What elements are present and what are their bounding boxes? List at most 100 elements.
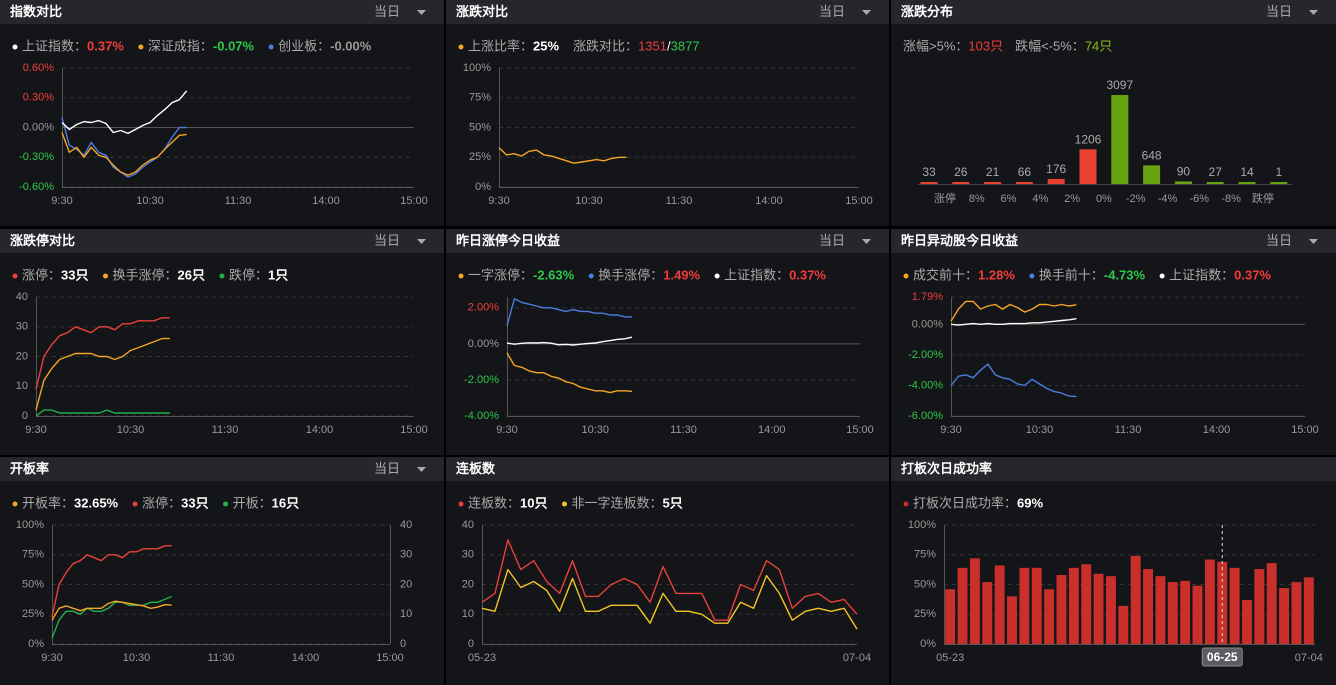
bar-label: 1: [1275, 165, 1282, 179]
panel-title: 涨跌分布: [901, 4, 954, 19]
bar: [982, 582, 993, 644]
line: [61, 90, 188, 135]
x-tick-label: 15:00: [400, 195, 428, 207]
x-tick-label: 15:00: [400, 424, 428, 436]
y-tick-label: 50%: [469, 121, 491, 133]
period-dropdown[interactable]: 当日: [1266, 229, 1318, 253]
line: [61, 117, 187, 178]
y-tick-label: -2.00%: [908, 349, 943, 361]
x-tick-label: 14:00: [1203, 424, 1231, 436]
panel-header: 昨日异动股今日收益 当日: [891, 229, 1336, 253]
bar: [1068, 567, 1079, 644]
bar-label: 176: [1046, 162, 1066, 176]
x-tick-label: 跌停: [1252, 191, 1274, 205]
line: [498, 147, 627, 164]
panel: 上涨比率： 25% 涨跌对比： 1351/3877 0% 25% 50% 75% 100% 9:3…: [446, 0, 889, 226]
legend-value: -4.73%: [1104, 267, 1146, 282]
bar: [1217, 561, 1228, 644]
chart: 一字涨停： -2.63% 换手涨停： 1.49% 上证指数： 0.37% 2.00% 0.00…: [458, 267, 874, 436]
bar: [1204, 559, 1215, 644]
y-tick-label: 25%: [914, 608, 936, 620]
bar: [952, 182, 970, 184]
period-dropdown[interactable]: 当日: [819, 0, 871, 24]
legend-value: 0.37%: [1234, 267, 1271, 282]
hover-label: 06-25: [1207, 650, 1238, 664]
line: [481, 568, 858, 630]
legend-name: 涨停：: [142, 495, 181, 510]
y-tick-label: -4.00%: [908, 379, 943, 391]
line: [950, 318, 1077, 326]
legend-name: 成交前十：: [913, 267, 978, 282]
panel: 开板率： 32.65% 涨停： 33只 开板： 16只 0% 25% 50% 75% 100% 0 10…: [0, 457, 444, 685]
x-tick-label: 14:00: [306, 424, 334, 436]
legend-value: 33只: [181, 495, 208, 510]
legend-dot: [138, 44, 144, 50]
bar: [1303, 577, 1314, 644]
panel: 一字涨停： -2.63% 换手涨停： 1.49% 上证指数： 0.37% 2.00% 0.00…: [446, 229, 889, 455]
legend-value: 10只: [520, 495, 547, 510]
bar: [1143, 569, 1153, 644]
bar: [1238, 182, 1256, 184]
bar: [1143, 165, 1161, 184]
panel-title: 开板率: [10, 461, 50, 476]
x-tick-label: 9:30: [496, 424, 517, 436]
bar: [1206, 182, 1224, 184]
y-tick-label: 0: [468, 638, 474, 650]
x-tick-label: -4%: [1158, 193, 1178, 205]
y-tick-label: 10: [16, 380, 28, 392]
x-tick-label: 10:30: [117, 424, 145, 436]
y-tick-label: 0%: [28, 638, 44, 650]
arrow: [417, 467, 426, 472]
y-tick-label: 0%: [920, 638, 936, 650]
bar: [1081, 564, 1092, 644]
x-tick-label: 涨停: [934, 191, 956, 205]
line: [35, 337, 170, 411]
dropdown-arrow: [1309, 239, 1318, 244]
period-dropdown[interactable]: 当日: [374, 229, 426, 253]
arrow: [862, 239, 871, 244]
legend-name: 换手前十：: [1039, 267, 1104, 282]
legend-name: 换手涨停：: [112, 267, 177, 282]
panel-header: 指数对比 当日: [0, 0, 444, 24]
legend-name: 涨停：: [22, 267, 61, 282]
x-tick-label: 10:30: [123, 652, 151, 664]
y-tick-label: -2.00%: [464, 374, 499, 386]
y2-tick-label: 30: [400, 549, 412, 561]
panel-title: 涨跌对比: [456, 4, 509, 19]
hover-label-box: [1201, 647, 1243, 667]
y-tick-label: 75%: [469, 92, 491, 104]
bar: [994, 565, 1005, 644]
period-dropdown[interactable]: 当日: [819, 229, 871, 253]
y-tick-label: 20: [16, 350, 28, 362]
y-tick-label: 0.00%: [912, 318, 943, 330]
chart: 成交前十： 1.28% 换手前十： -4.73% 上证指数： 0.37% 1.79% 0.00…: [903, 267, 1319, 436]
y-tick-label: 0.60%: [23, 62, 54, 74]
panel: 涨幅>5%： 103只 跌幅<-5%： 74只 33 26 21 66 176 1206 3097 6…: [891, 0, 1336, 226]
bar: [1031, 567, 1042, 644]
legend-dot: [714, 273, 720, 279]
bar-label: 1206: [1075, 133, 1102, 147]
dropdown-arrow: [1309, 10, 1318, 15]
legend-value: 33只: [61, 267, 88, 282]
y-tick-label: 75%: [914, 549, 936, 561]
x-tick-label: 4%: [1032, 193, 1048, 205]
arrow: [417, 10, 426, 15]
bar: [1242, 599, 1252, 644]
period-dropdown[interactable]: 当日: [374, 0, 426, 24]
y2-tick-label: 10: [400, 608, 412, 620]
bar: [1254, 569, 1265, 644]
legend-value: 0.37%: [87, 38, 124, 53]
period-dropdown[interactable]: 当日: [1266, 0, 1318, 24]
x-tick-label: 10:30: [1026, 424, 1054, 436]
chart: 连板数： 10只 非一字连板数： 5只 0 10 20 30 40 05-23 07-04: [458, 495, 871, 664]
legend-dot: [903, 501, 909, 507]
stat-value: 74只: [1085, 38, 1112, 53]
bar-label: 66: [1018, 165, 1032, 179]
period-dropdown[interactable]: 当日: [374, 457, 426, 481]
bar: [969, 558, 980, 644]
y-tick-label: 25%: [469, 151, 491, 163]
bar-label: 14: [1240, 165, 1254, 179]
x-tick-label: 15:00: [1291, 424, 1319, 436]
dropdown-arrow: [417, 467, 426, 472]
chart: 开板率： 32.65% 涨停： 33只 开板： 16只 0% 25% 50% 75% 100% 0 10…: [12, 495, 412, 664]
